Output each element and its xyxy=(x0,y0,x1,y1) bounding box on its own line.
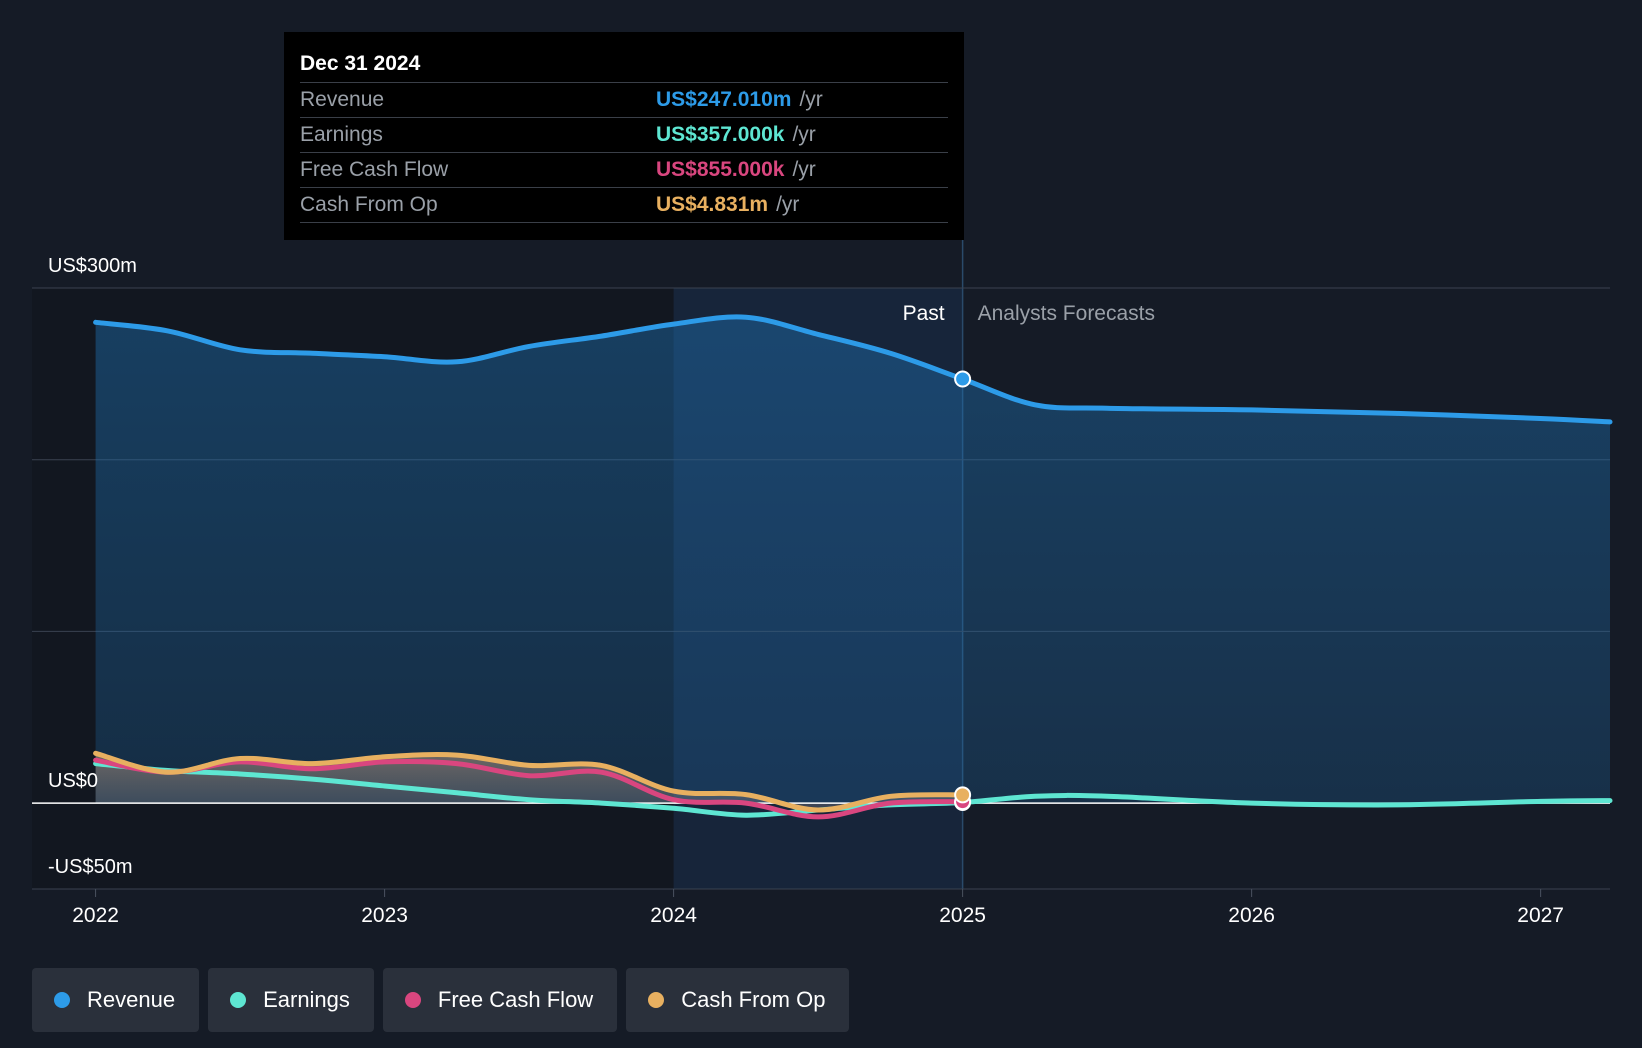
tooltip-label: Revenue xyxy=(300,88,385,111)
x-tick-label: 2023 xyxy=(361,904,408,927)
tooltip-row-earnings: Earnings US$357.000k /yr xyxy=(300,117,948,152)
y-tick-label: -US$50m xyxy=(48,856,132,878)
tooltip-unit: /yr xyxy=(776,193,800,216)
tooltip-unit: /yr xyxy=(792,158,816,181)
revenue-area xyxy=(95,316,1611,804)
legend-dot-icon xyxy=(54,992,70,1008)
tooltip-label: Free Cash Flow xyxy=(300,158,449,181)
tooltip-value: US$357.000k xyxy=(656,123,785,146)
tooltip-value: US$247.010m xyxy=(656,88,792,111)
tooltip-unit: /yr xyxy=(799,88,823,111)
legend-label: Cash From Op xyxy=(681,987,826,1012)
legend-dot-icon xyxy=(230,992,247,1008)
tooltip-value: US$855.000k xyxy=(656,158,785,181)
x-tick-label: 2027 xyxy=(1517,904,1564,927)
legend-dot-icon xyxy=(648,992,665,1008)
legend-dot-icon xyxy=(404,992,421,1008)
cash-from-op-line xyxy=(93,750,966,813)
legend-label: Free Cash Flow xyxy=(437,987,594,1012)
forecast-label: Analysts Forecasts xyxy=(978,302,1155,325)
x-tick-label: 2025 xyxy=(939,904,986,927)
legend-item-earnings[interactable]: Earnings xyxy=(208,968,374,1032)
legend-label: Earnings xyxy=(263,987,350,1012)
past-label: Past xyxy=(903,302,945,325)
x-tick-label: 2024 xyxy=(650,904,697,927)
tooltip-row-revenue: Revenue US$247.010m /yr xyxy=(300,82,948,117)
legend: Revenue Earnings Free Cash Flow Cash Fro… xyxy=(32,968,850,1032)
legend-item-free-cash-flow[interactable]: Free Cash Flow xyxy=(382,968,618,1032)
legend-label: Revenue xyxy=(87,987,176,1012)
free-cash-flow-line xyxy=(93,757,966,820)
tooltip-label: Cash From Op xyxy=(300,193,438,216)
x-tick-label: 2026 xyxy=(1228,904,1275,927)
revenue-line xyxy=(93,314,1613,425)
y-tick-label: US$300m xyxy=(48,255,137,277)
legend-item-revenue[interactable]: Revenue xyxy=(32,968,200,1032)
x-tick-label: 2022 xyxy=(72,904,119,927)
revenue-marker xyxy=(954,370,972,388)
tooltip-label: Earnings xyxy=(300,123,383,146)
cash-from-op-marker xyxy=(954,786,972,804)
chart: US$300m US$0 -US$50m 2022 2023 2024 2025 2026 20… xyxy=(32,240,1613,927)
tooltip-row-free-cash-flow: Free Cash Flow US$855.000k /yr xyxy=(300,152,948,187)
y-tick-label: US$0 xyxy=(48,770,98,792)
tooltip-value: US$4.831m xyxy=(656,193,769,216)
tooltip-date: Dec 31 2024 xyxy=(300,52,421,75)
tooltip: Dec 31 2024 Revenue US$247.010m /yr Earn… xyxy=(284,32,964,240)
tooltip-row-cash-from-op: Cash From Op US$4.831m /yr xyxy=(300,187,948,223)
legend-item-cash-from-op[interactable]: Cash From Op xyxy=(626,968,850,1032)
tooltip-unit: /yr xyxy=(792,123,816,146)
